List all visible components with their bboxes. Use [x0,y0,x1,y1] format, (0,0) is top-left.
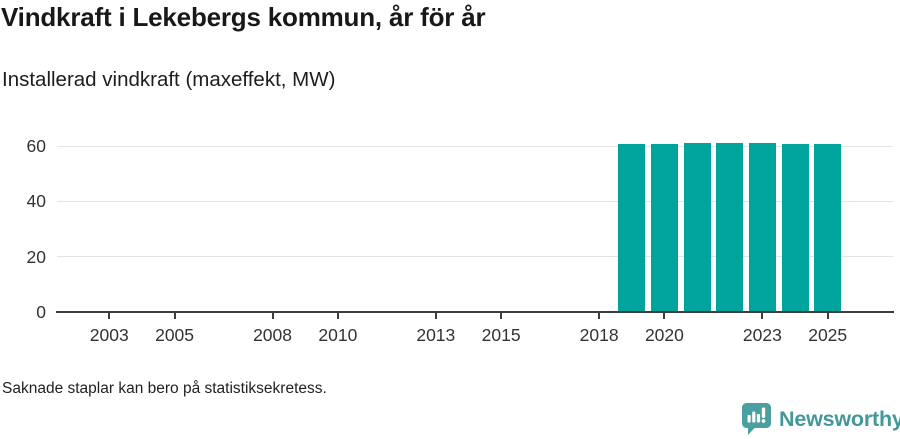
x-axis-tick-label: 2010 [318,325,358,345]
x-axis-tick-label: 2015 [481,325,521,345]
bar-2025 [814,143,842,312]
page-title: Vindkraft i Lekebergs kommun, år för år [1,2,486,32]
x-axis-tick-label: 2020 [644,325,684,345]
x-axis-line [56,310,894,313]
bar-2024 [781,143,809,312]
y-axis-tick-label: 60 [26,136,46,157]
footnote: Saknade staplar kan bero på statistiksek… [2,380,327,397]
newsworthy-chart-bubble-icon [742,403,771,435]
bar-2021 [683,142,711,312]
x-axis-tick-label: 2008 [253,325,292,345]
bar-2022 [716,142,744,312]
y-gridline [57,256,893,258]
x-axis-tick [336,313,339,319]
x-axis-tick [173,313,176,319]
x-axis-tick-label: 2005 [155,325,195,345]
bar-2019 [618,144,646,312]
x-axis-tick [826,313,829,319]
newsworthy-logo: Newsworthy [741,401,900,437]
y-gridline [57,145,893,147]
x-axis-tick [663,313,666,319]
x-axis-tick-label: 2003 [89,325,129,345]
x-axis-tick [271,313,274,319]
y-axis-tick-label: 0 [36,302,46,322]
bar-2023 [748,142,776,312]
x-axis-tick [500,313,503,319]
y-axis-tick-label: 20 [26,246,46,267]
chart-subtitle: Installerad vindkraft (maxeffekt, MW) [2,68,336,91]
x-axis-tick-label: 2023 [742,325,782,345]
bar-2020 [650,144,678,312]
x-axis-tick-label: 2013 [416,325,456,345]
x-axis-tick [108,313,111,319]
x-axis-tick [434,313,437,319]
y-axis-tick-label: 40 [26,191,46,212]
x-axis-tick [761,313,764,319]
x-axis-tick [598,313,601,319]
x-axis-tick-label: 2025 [808,325,848,345]
y-gridline [57,200,893,202]
newsworthy-logo-text: Newsworthy [779,406,900,431]
x-axis-tick-label: 2018 [579,325,619,345]
